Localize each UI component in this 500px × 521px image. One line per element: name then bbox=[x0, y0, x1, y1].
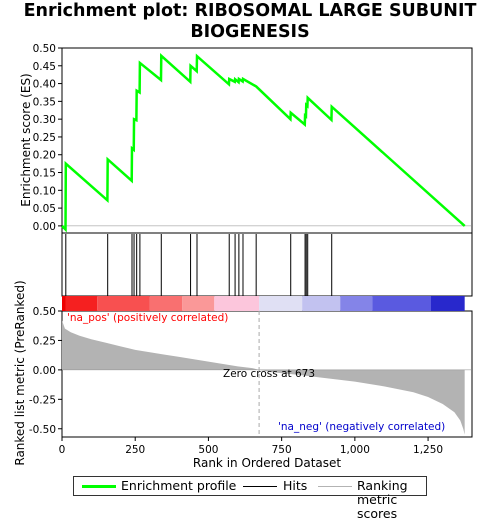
chart-title: Enrichment plot: RIBOSOMAL LARGE SUBUNIT… bbox=[0, 1, 500, 43]
zero-cross-annotation: Zero cross at 673 bbox=[223, 368, 315, 380]
es-y-tick-label: 0.25 bbox=[33, 132, 56, 144]
heatbar-segment bbox=[259, 296, 303, 311]
heatbar-segment bbox=[431, 296, 465, 311]
neg-annotation: 'na_neg' (negatively correlated) bbox=[278, 421, 445, 433]
metric-y-tick-label: -0.50 bbox=[29, 424, 56, 436]
metric-y-tick-label: 0.25 bbox=[33, 335, 56, 347]
es-y-axis-label: Enrichment score (ES) bbox=[19, 73, 33, 206]
es-y-tick-label: 0.05 bbox=[33, 203, 56, 215]
pos-annotation: 'na_pos' (positively correlated) bbox=[67, 312, 228, 324]
metric-area bbox=[62, 320, 465, 435]
x-tick-label: 1,000 bbox=[340, 444, 370, 456]
chart-title-line: Enrichment plot: RIBOSOMAL LARGE SUBUNIT bbox=[23, 1, 477, 21]
es-y-tick-label: 0.20 bbox=[33, 150, 56, 162]
gsea-plot: 0.00 0.05 0.10 0.15 0.20 0.25 0.30 0.35 0.40 0.45… bbox=[13, 43, 473, 470]
es-y-tick-label: 0.35 bbox=[33, 96, 56, 108]
chart-title-line: BIOGENESIS bbox=[190, 22, 310, 42]
x-tick-label: 500 bbox=[198, 444, 218, 456]
heatbar-segment bbox=[372, 296, 431, 311]
heatbar-segment bbox=[214, 296, 260, 311]
es-panel-frame bbox=[61, 47, 473, 234]
es-y-tick-label: 0.10 bbox=[33, 185, 56, 197]
metric-y-tick-label: 0.50 bbox=[33, 306, 56, 318]
es-y-tick-label: 0.50 bbox=[33, 43, 56, 55]
heatbar-segment bbox=[182, 296, 215, 311]
heatbar-segment bbox=[97, 296, 150, 311]
enrichment-layer bbox=[61, 53, 472, 233]
axes-layer: 0.00 0.05 0.10 0.15 0.20 0.25 0.30 0.35 0.40 0.45… bbox=[29, 43, 443, 456]
rank-heatbar bbox=[62, 296, 465, 311]
hits-legend-icon bbox=[243, 486, 277, 487]
heatbar-segment bbox=[340, 296, 373, 311]
metric-area-layer bbox=[62, 311, 472, 437]
heatbar-segment bbox=[62, 296, 66, 311]
legend: Enrichment profile Hits Ranking metric s… bbox=[73, 476, 427, 521]
hits-legend-label: Hits bbox=[283, 478, 308, 493]
enrichment-legend-label: Enrichment profile bbox=[121, 478, 237, 493]
es-y-tick-label: 0.45 bbox=[33, 61, 56, 73]
x-tick-label: 1,250 bbox=[413, 444, 443, 456]
heatbar-segment bbox=[149, 296, 183, 311]
enrichment-legend-icon bbox=[82, 485, 116, 488]
metric-legend-label: Ranking metric scores bbox=[357, 478, 408, 521]
heatbar-segment bbox=[65, 296, 98, 311]
es-y-tick-label: 0.30 bbox=[33, 114, 56, 126]
x-tick-label: 250 bbox=[125, 444, 145, 456]
es-y-tick-label: 0.40 bbox=[33, 79, 56, 91]
metric-legend-icon bbox=[318, 486, 352, 487]
x-axis-label: Rank in Ordered Dataset bbox=[193, 456, 341, 470]
metric-y-tick-label: 0.00 bbox=[33, 365, 56, 377]
metric-y-axis-label: Ranked list metric (PreRanked) bbox=[13, 280, 27, 465]
hits-layer bbox=[65, 234, 333, 296]
es-y-tick-label: 0.00 bbox=[33, 221, 56, 233]
x-tick-label: 0 bbox=[59, 444, 66, 456]
enrichment-profile-line bbox=[61, 53, 466, 233]
hits-panel-frame bbox=[61, 232, 473, 297]
es-y-tick-label: 0.15 bbox=[33, 168, 56, 180]
metric-y-tick-label: -0.25 bbox=[29, 394, 56, 406]
heatbar-segment bbox=[302, 296, 341, 311]
x-tick-label: 750 bbox=[272, 444, 292, 456]
